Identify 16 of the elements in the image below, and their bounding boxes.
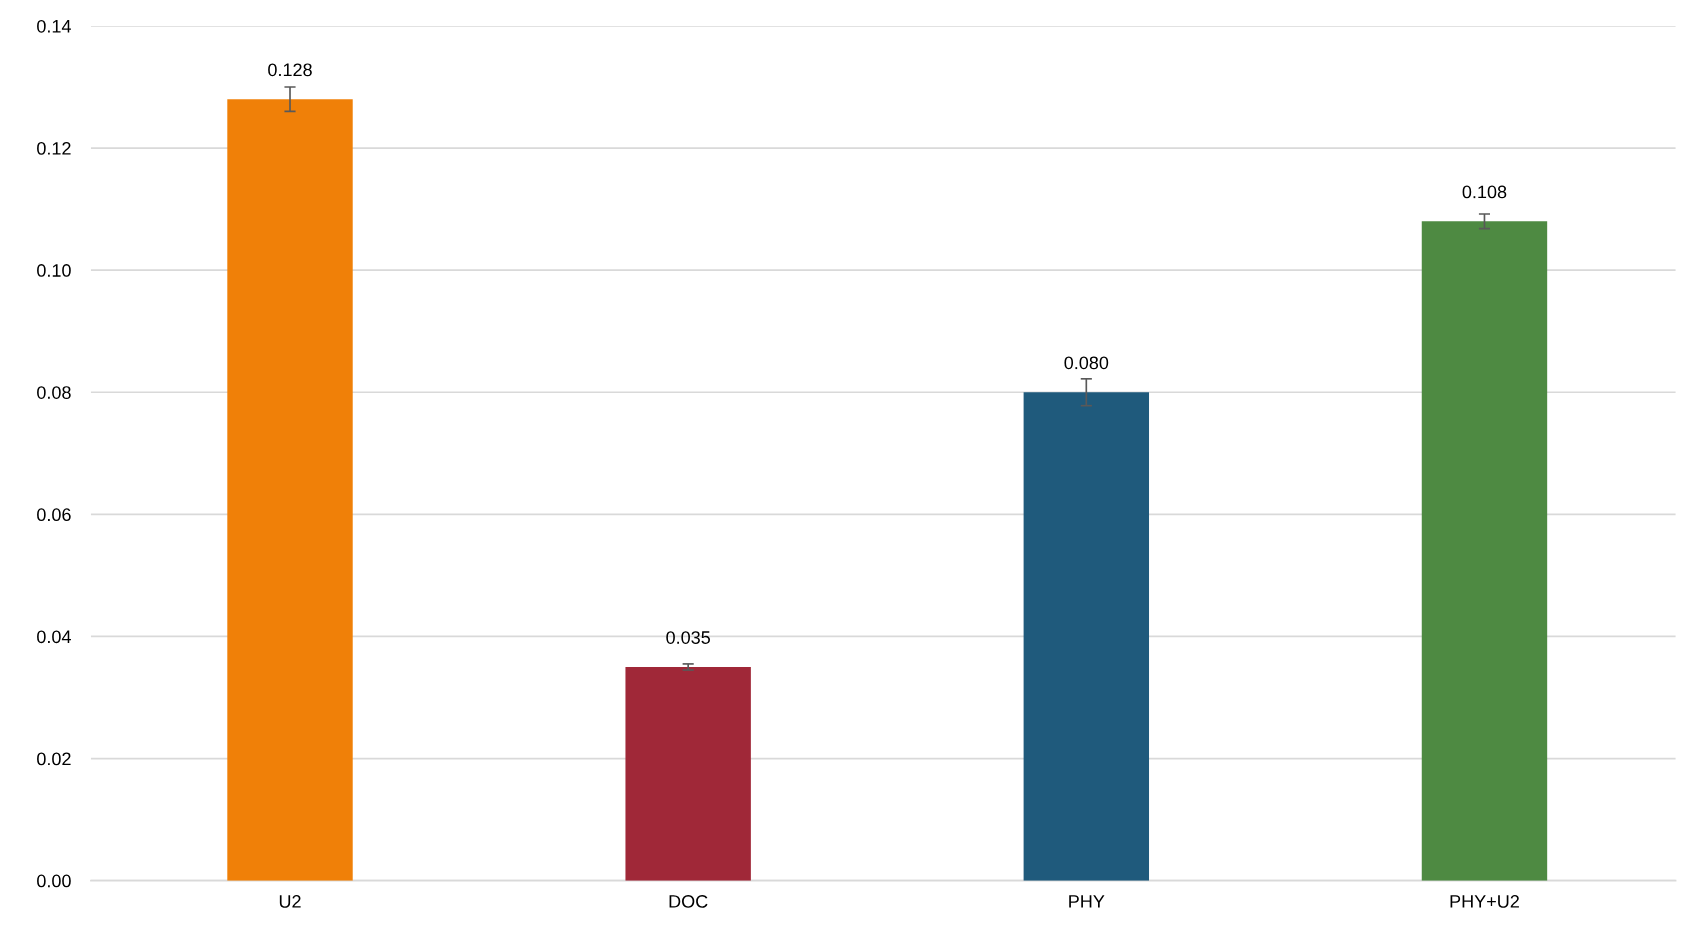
x-tick-label: PHY+U2: [1450, 895, 1519, 908]
y-tick-label: 0.02: [37, 752, 71, 766]
y-tick-label: 0.10: [37, 264, 71, 277]
data-label: 0.108: [1462, 185, 1507, 199]
data-label: 0.035: [666, 631, 710, 644]
y-tick-label: 0.14: [37, 19, 71, 33]
y-tick-label: 0.08: [37, 386, 71, 399]
y-tick-label: 0.00: [37, 874, 71, 888]
x-tick-label: U2: [279, 895, 301, 908]
y-tick-label: 0.12: [37, 141, 71, 155]
y-tick-label: 0.04: [37, 630, 71, 644]
data-label: 0.128: [268, 63, 312, 77]
data-label: 0.080: [1064, 356, 1109, 370]
y-tick-label: 0.06: [37, 508, 71, 522]
x-tick-label: PHY: [1069, 895, 1105, 908]
x-tick-label: DOC: [669, 895, 708, 908]
